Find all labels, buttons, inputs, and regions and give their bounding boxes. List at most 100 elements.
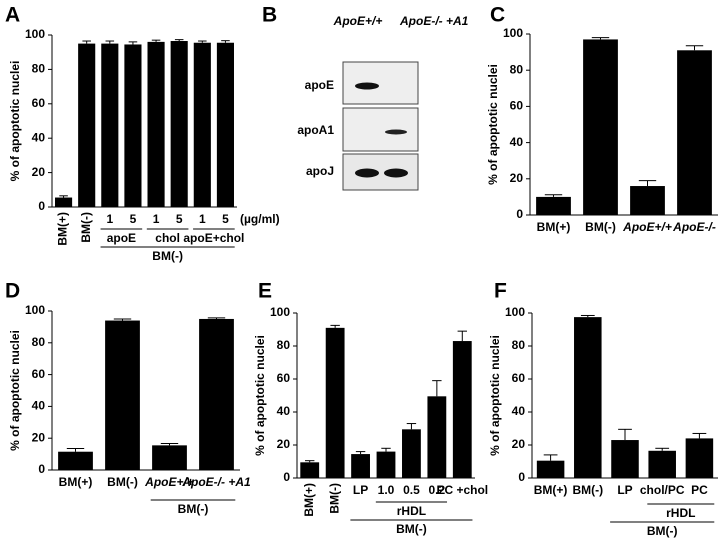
bar — [583, 39, 618, 216]
bar — [427, 396, 447, 478]
x-tick-label: PC — [691, 483, 708, 497]
blot-box — [342, 61, 419, 105]
bar — [611, 440, 639, 478]
y-axis-label: % of apoptotic nuclei — [8, 61, 22, 182]
x-tick-label: BM(+) — [534, 483, 568, 497]
blot-band — [355, 82, 379, 90]
x-tick-label: BM(+) — [302, 483, 316, 517]
x-tick-label: 0.2 — [429, 483, 446, 497]
blot-box — [342, 107, 419, 152]
y-tick-label: 80 — [510, 62, 524, 76]
x-tick-label: LP — [617, 483, 632, 497]
y-tick-label: 20 — [32, 165, 46, 179]
bar — [648, 450, 676, 478]
group-label: BM(-) — [152, 249, 183, 263]
blot-band — [384, 168, 408, 178]
bar — [536, 460, 565, 478]
bar — [677, 50, 712, 215]
x-tick-label: ApoE+/+ — [144, 475, 194, 489]
x-tick-label: BM(-) — [79, 212, 93, 243]
y-tick-label: 0 — [516, 207, 523, 221]
x-tick-label: 1.0 — [378, 483, 395, 497]
x-tick-label: ApoE-/- — [672, 220, 716, 234]
y-tick-label: 0 — [38, 199, 45, 213]
bar — [325, 327, 345, 478]
y-tick-label: 0 — [518, 470, 525, 484]
bar — [402, 429, 421, 478]
y-tick-label: 100 — [25, 27, 45, 41]
bar — [216, 42, 234, 207]
y-tick-label: 60 — [277, 371, 291, 385]
x-tick-label: 5 — [222, 212, 229, 226]
y-tick-label: 80 — [32, 335, 46, 349]
blot-band — [355, 168, 379, 178]
bar — [170, 41, 188, 207]
y-tick-label: 60 — [32, 96, 46, 110]
y-tick-label: 100 — [270, 305, 290, 319]
blot-column: ApoE-/- +A1 — [399, 14, 469, 28]
panel-label: E — [258, 280, 272, 303]
group-label: BM(-) — [396, 522, 427, 536]
panel-label: A — [5, 4, 20, 27]
bar — [300, 462, 320, 478]
x-tick-label: LP — [353, 483, 368, 497]
y-axis-label: % of apoptotic nuclei — [488, 335, 502, 456]
blot-row: apoE — [305, 78, 334, 92]
x-tick-label: 1 — [153, 212, 160, 226]
bar — [376, 451, 396, 478]
x-tick-label: BM(+) — [59, 475, 93, 489]
x-tick-label: BM(+) — [56, 212, 70, 246]
bar — [101, 43, 119, 207]
y-tick-label: 80 — [32, 62, 46, 76]
group-label: rHDL — [397, 504, 426, 518]
panel-label: F — [494, 280, 507, 303]
blot-column: ApoE+/+ — [333, 14, 383, 28]
group-label: apoE — [107, 231, 136, 245]
bar — [124, 44, 142, 208]
blot-row: apoJ — [306, 164, 334, 178]
bar — [147, 41, 165, 207]
y-tick-label: 80 — [277, 338, 291, 352]
bar — [58, 451, 93, 470]
y-tick-label: 60 — [512, 371, 526, 385]
x-tick-label: 1 — [106, 212, 113, 226]
panel-label: D — [5, 280, 20, 303]
annotation: (µg/ml) — [240, 212, 280, 226]
bar — [351, 454, 370, 478]
bar — [78, 43, 96, 207]
y-tick-label: 100 — [505, 305, 525, 319]
bar — [152, 445, 187, 470]
y-tick-label: 60 — [510, 99, 524, 113]
y-axis-label: % of apoptotic nuclei — [8, 330, 22, 451]
group-label: BM(-) — [647, 524, 678, 538]
x-tick-label: ApoE+/+ — [622, 220, 672, 234]
y-tick-label: 80 — [512, 338, 526, 352]
panel-label: C — [490, 4, 505, 27]
blot-row: apoA1 — [297, 123, 334, 137]
y-tick-label: 40 — [32, 399, 46, 413]
y-tick-label: 20 — [512, 437, 526, 451]
x-tick-label: 0.5 — [403, 483, 420, 497]
bar — [630, 186, 665, 215]
x-tick-label: chol/PC — [640, 483, 685, 497]
y-tick-label: 20 — [277, 437, 291, 451]
group-label: apoE+chol — [183, 231, 244, 245]
x-tick-label: 5 — [130, 212, 137, 226]
bar — [574, 317, 602, 478]
x-tick-label: 5 — [176, 212, 183, 226]
y-tick-label: 40 — [512, 404, 526, 418]
y-tick-label: 100 — [503, 26, 523, 40]
group-label: BM(-) — [178, 502, 209, 516]
panel-label: B — [262, 4, 277, 27]
y-tick-label: 100 — [25, 303, 45, 317]
bar — [536, 196, 571, 215]
blot-panel: B ApoE+/+ ApoE-/- +A1 apoE apoA1 apoJ — [262, 4, 469, 191]
y-tick-label: 40 — [32, 130, 46, 144]
x-tick-label: BM(-) — [107, 475, 138, 489]
x-tick-label: BM(-) — [572, 483, 603, 497]
y-tick-label: 60 — [32, 367, 46, 381]
group-label: rHDL — [666, 506, 695, 520]
y-axis-label: % of apoptotic nuclei — [486, 64, 500, 185]
y-tick-label: 0 — [38, 462, 45, 476]
